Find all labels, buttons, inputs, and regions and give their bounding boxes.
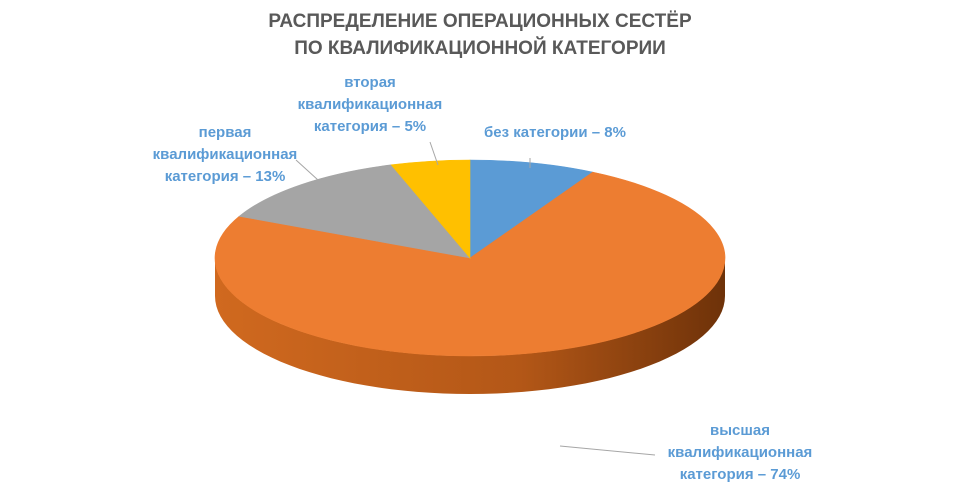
label-vysshaya-kategoriya: высшая квалификационная категория – 74% [667,422,813,483]
chart-title-line-2: ПО КВАЛИФИКАЦИОННОЙ КАТЕГОРИИ [294,38,666,59]
leader-line-1 [559,445,656,456]
leader-line-3 [429,141,439,166]
slice-side-1 [215,258,725,394]
leader-line-2 [295,159,319,181]
label-pervaya-kategoriya: первая квалификационная категория – 13% [152,124,298,185]
slice-1 [214,171,726,357]
chart-title: РАСПРЕДЕЛЕНИЕ ОПЕРАЦИОННЫХ СЕСТЁР ПО КВА… [0,8,960,62]
label-vtoraya-kategoriya: вторая квалификационная категория – 5% [297,74,443,135]
chart-title-line-1: РАСПРЕДЕЛЕНИЕ ОПЕРАЦИОННЫХ СЕСТЁР [268,11,692,32]
label-bez-kategorii: без категории – 8% [484,124,626,141]
slice-0 [469,159,594,259]
slice-2 [238,164,471,259]
slice-3 [390,159,471,259]
